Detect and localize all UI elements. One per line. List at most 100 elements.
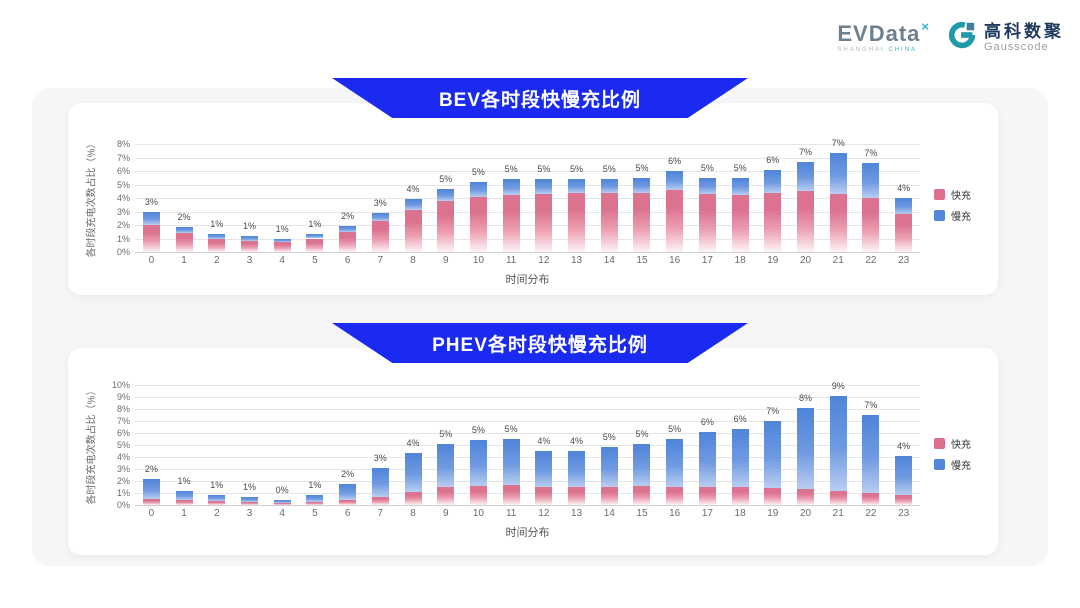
x-tick-label: 22 bbox=[865, 508, 877, 519]
x-tick-label: 7 bbox=[377, 255, 384, 266]
y-tick-label: 1% bbox=[116, 488, 130, 498]
y-tick-label: 0% bbox=[116, 500, 130, 510]
bar-segment-fast bbox=[600, 192, 618, 252]
bar-segment-slow bbox=[371, 467, 389, 497]
bar-segment-slow bbox=[633, 443, 651, 486]
bar-segment-fast bbox=[240, 240, 258, 252]
x-tick-label: 16 bbox=[669, 255, 681, 266]
bar-segment-fast bbox=[175, 233, 193, 252]
bar-segment-slow bbox=[240, 236, 258, 241]
bar-total-label: 2% bbox=[341, 211, 355, 222]
gridline bbox=[135, 238, 920, 240]
legend-item-slow-charge[interactable]: 慢充 bbox=[934, 208, 971, 223]
bar-segment-slow bbox=[862, 415, 880, 493]
bar-total-label: 8% bbox=[799, 392, 813, 403]
bar-segment-slow bbox=[306, 495, 324, 502]
legend-label: 快充 bbox=[951, 191, 971, 202]
bar-segment-slow bbox=[829, 153, 847, 194]
bar-total-label: 2% bbox=[144, 463, 158, 474]
bar-total-label: 1% bbox=[308, 480, 322, 491]
bar-segment-fast bbox=[142, 499, 160, 505]
bar-segment-slow bbox=[698, 431, 716, 487]
bar-segment-fast bbox=[502, 484, 520, 505]
y-tick-label: 1% bbox=[116, 233, 130, 244]
bar-segment-slow bbox=[339, 484, 357, 500]
bar-total-label: 7% bbox=[831, 138, 845, 149]
gausscode-logo: 高科数聚 Gausscode bbox=[947, 20, 1064, 55]
x-tick-label: 3 bbox=[246, 508, 253, 519]
bar-segment-slow bbox=[895, 198, 913, 215]
bar-total-label: 1% bbox=[308, 219, 322, 230]
bar-segment-fast bbox=[666, 189, 684, 252]
bar-total-label: 6% bbox=[700, 416, 714, 427]
bar-segment-fast bbox=[306, 238, 324, 252]
bar-segment-fast bbox=[633, 192, 651, 252]
bar-total-label: 1% bbox=[210, 480, 224, 491]
bar-segment-fast bbox=[797, 191, 815, 252]
bar-total-label: 4% bbox=[406, 184, 420, 195]
legend-item-slow-charge[interactable]: 慢充 bbox=[934, 457, 971, 472]
gridline bbox=[135, 385, 920, 386]
bar-segment-fast bbox=[437, 200, 455, 252]
gridline bbox=[135, 493, 920, 494]
bar-segment-slow bbox=[273, 499, 291, 504]
bar-segment-fast bbox=[371, 496, 389, 505]
gausscode-g-icon bbox=[947, 20, 977, 55]
bar-segment-slow bbox=[797, 407, 815, 490]
gridline bbox=[135, 421, 920, 422]
y-tick-label: 10% bbox=[111, 380, 130, 390]
legend-swatch-slow bbox=[934, 210, 945, 221]
bar-segment-fast bbox=[208, 239, 226, 252]
bar-segment-fast bbox=[764, 488, 782, 505]
x-tick-label: 0 bbox=[148, 508, 155, 519]
gausscode-en-text: Gausscode bbox=[984, 40, 1049, 53]
gausscode-cn-text: 高科数聚 bbox=[984, 21, 1064, 41]
bar-total-label: 9% bbox=[831, 380, 845, 391]
bar-segment-slow bbox=[568, 179, 586, 193]
bar-total-label: 5% bbox=[635, 163, 649, 174]
bar-segment-fast bbox=[895, 495, 913, 505]
y-tick-label: 8% bbox=[116, 404, 130, 414]
bar-total-label: 6% bbox=[668, 156, 682, 166]
bar-segment-slow bbox=[502, 439, 520, 485]
bar-total-label: 5% bbox=[537, 164, 551, 175]
gridline bbox=[135, 445, 920, 446]
gridline bbox=[135, 225, 920, 226]
x-tick-label: 5 bbox=[312, 508, 318, 519]
bar-segment-fast bbox=[306, 502, 324, 505]
bar-segment-fast bbox=[371, 220, 389, 252]
evdata-tagline-left: SHANGHAI bbox=[837, 46, 889, 53]
legend-item-fast-charge[interactable]: 快充 bbox=[934, 187, 971, 202]
y-tick-label: 4% bbox=[116, 193, 130, 203]
gridline bbox=[135, 184, 920, 186]
bar-total-label: 5% bbox=[733, 162, 747, 173]
evdata-x-icon: × bbox=[921, 18, 929, 34]
x-tick-label: 1 bbox=[181, 508, 187, 519]
phev-chart: 0% 1% 2% 3% 4% 5% 6% 7% 8% 9% 10% 2% 0 1% 1 1% 2 1% 3 0% 4 1%… bbox=[68, 348, 998, 555]
x-tick-label: 8 bbox=[410, 255, 416, 266]
bar-total-label: 4% bbox=[897, 183, 911, 193]
bar-segment-slow bbox=[895, 455, 913, 496]
bar-segment-fast bbox=[273, 241, 291, 252]
bar-total-label: 1% bbox=[242, 221, 256, 232]
x-tick-label: 18 bbox=[734, 508, 746, 519]
gridline bbox=[135, 198, 920, 199]
bar-segment-slow bbox=[698, 177, 716, 194]
bar-total-label: 5% bbox=[504, 164, 518, 175]
bar-segment-fast bbox=[731, 195, 749, 252]
bar-total-label: 5% bbox=[668, 424, 682, 434]
bar-segment-slow bbox=[273, 238, 291, 242]
x-tick-label: 3 bbox=[246, 255, 253, 266]
y-tick-label: 7% bbox=[116, 416, 130, 426]
bar-segment-fast bbox=[437, 487, 455, 505]
bar-segment-fast bbox=[535, 193, 553, 252]
bar-total-label: 5% bbox=[471, 425, 485, 436]
bar-segment-slow bbox=[240, 497, 258, 502]
legend-item-fast-charge[interactable]: 快充 bbox=[934, 436, 971, 451]
bar-segment-slow bbox=[339, 226, 357, 232]
bev-chart-title: BEV各时段快慢充比例 bbox=[438, 89, 642, 111]
bar-segment-fast bbox=[535, 487, 553, 505]
bar-total-label: 3% bbox=[144, 196, 158, 207]
gridline bbox=[135, 397, 920, 398]
